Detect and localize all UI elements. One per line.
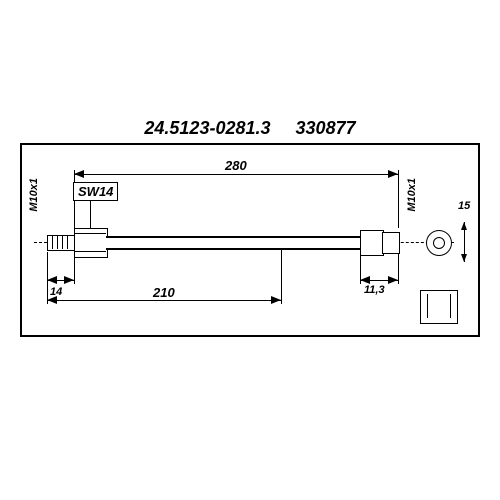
dim-total-arrow-l [74,170,84,178]
sw-leader [90,200,91,228]
dim-14-arrow-r [64,276,74,284]
right-fitting [382,232,400,254]
dim-15-arrow-d [461,254,467,262]
dim-113-value: 11,3 [364,284,385,296]
part-number: 24.5123-0281.3 [144,118,270,138]
title-row: 24.5123-0281.3 330877 [0,118,500,139]
dim-15-arrow-u [461,222,467,230]
canvas: 24.5123-0281.3 330877 280 SW14 M10x1 M10… [0,0,500,500]
dim-210-value: 210 [150,285,178,300]
thread-hatch [62,235,63,249]
dim-113-arrow-r [388,276,398,284]
ferrule-detail-inner [427,294,451,318]
dim-210-line [47,300,281,301]
thread-hatch [52,235,53,249]
sw-label: SW14 [73,182,118,201]
dim-14-arrow-l [47,276,57,284]
thread-hatch [57,235,58,249]
ext-14-right [74,258,75,284]
dim-113-arrow-l [360,276,370,284]
ext-113-right [398,254,399,284]
dim-210-arrow-l [47,296,57,304]
hose-bot [106,248,360,250]
ref-number: 330877 [296,118,356,138]
ext-113-left [360,256,361,284]
dim-total-arrow-r [388,170,398,178]
ext-280-right [398,170,399,228]
ext-14-left [47,252,48,284]
dim-total-line [74,174,398,175]
hex-line [74,233,106,234]
dim-total-value: 280 [222,158,250,173]
dim-210-arrow-r [271,296,281,304]
thread-hatch [67,235,68,249]
dim-15-value: 15 [458,200,470,212]
hex-line [74,251,106,252]
thread-left-label: M10x1 [28,178,40,212]
ext-210-right [281,250,282,304]
ext-210-left [47,282,48,304]
hose-top [106,236,360,238]
right-crimp [360,230,384,256]
endview-inner [433,237,445,249]
thread-right-label: M10x1 [406,178,418,212]
